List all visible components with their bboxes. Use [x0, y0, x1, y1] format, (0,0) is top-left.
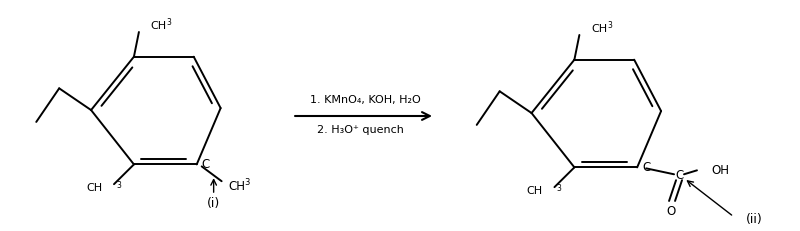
Text: CH: CH — [591, 24, 607, 34]
Text: CH: CH — [526, 186, 542, 196]
Text: C: C — [675, 169, 683, 182]
Text: C: C — [202, 158, 210, 171]
Text: CH: CH — [86, 183, 102, 193]
Text: 1. KMnO₄, KOH, H₂O: 1. KMnO₄, KOH, H₂O — [310, 95, 421, 105]
Text: 3: 3 — [607, 21, 612, 30]
Text: (ii): (ii) — [746, 213, 762, 226]
Text: CH: CH — [229, 180, 246, 193]
Text: (i): (i) — [207, 197, 220, 210]
Text: 3: 3 — [116, 181, 121, 190]
Text: 3: 3 — [557, 184, 562, 193]
Text: C: C — [642, 161, 650, 174]
Text: OH: OH — [711, 164, 729, 177]
Text: 3: 3 — [167, 18, 172, 27]
Text: 3: 3 — [245, 178, 250, 187]
Text: CH: CH — [151, 21, 167, 31]
Text: O: O — [666, 205, 676, 218]
Text: 2. H₃O⁺ quench: 2. H₃O⁺ quench — [317, 125, 403, 135]
